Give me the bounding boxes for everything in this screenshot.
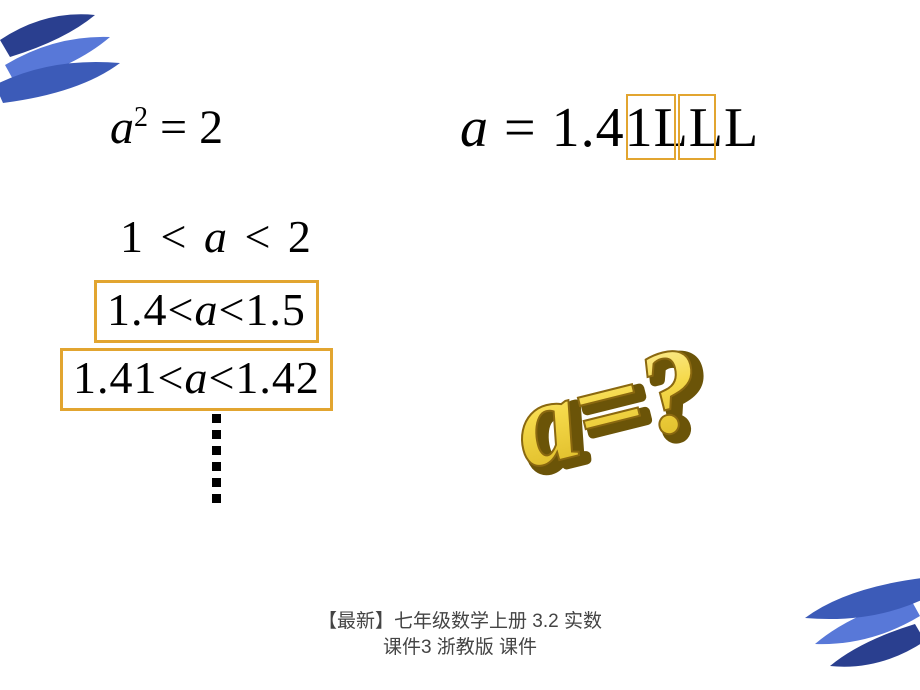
- leaf-decoration-top-left-icon: [0, 0, 165, 105]
- result-var: a: [460, 97, 489, 159]
- range-3-box: 1.41<a<1.42: [60, 348, 333, 411]
- premise-exponent: 2: [134, 102, 148, 133]
- result-digit-1: 4: [596, 97, 625, 159]
- range-2-box: 1.4<a<1.5: [94, 280, 319, 343]
- vertical-ellipsis-icon: [212, 414, 221, 503]
- premise-var: a: [110, 101, 134, 154]
- footer-line-2: 课件3 浙教版 课件: [0, 635, 920, 662]
- range-2: 1.4<a<1.5: [107, 283, 306, 336]
- range-1: 1 < a < 2: [120, 210, 314, 263]
- range-3: 1.41<a<1.42: [73, 351, 320, 404]
- premise-rhs: 2: [199, 101, 223, 154]
- svg-text:a=?: a=?: [501, 319, 716, 494]
- highlight-box-digit-2: [678, 94, 716, 160]
- footer-text: 【最新】七年级数学上册 3.2 实数 课件3 浙教版 课件: [0, 609, 920, 662]
- equation-premise: a2 = 2: [110, 100, 223, 155]
- wordart-question: a=? a=?: [470, 290, 850, 510]
- result-eq: =: [489, 97, 552, 159]
- result-int: 1.: [552, 97, 596, 159]
- footer-line-1: 【最新】七年级数学上册 3.2 实数: [0, 609, 920, 636]
- premise-eq: =: [148, 101, 199, 154]
- highlight-box-digit-1: [626, 94, 676, 160]
